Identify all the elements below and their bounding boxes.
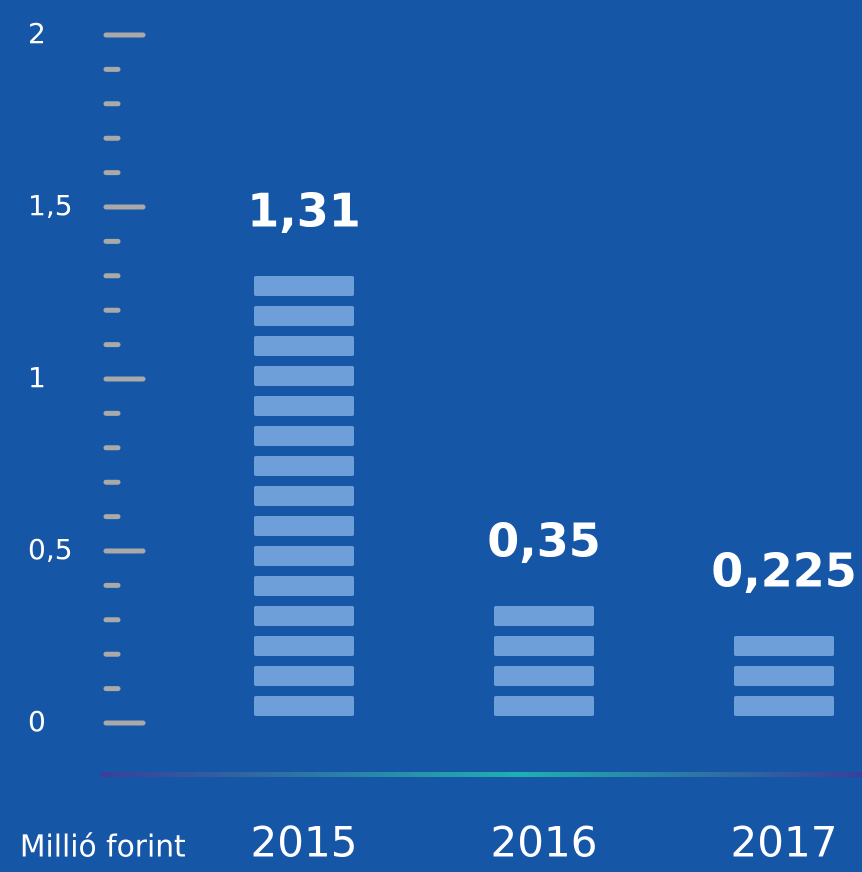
value-label: 0,35 [487,514,601,568]
y-tick-label: 0 [28,705,46,738]
bar-segment [494,606,594,626]
bar-segment [254,366,354,386]
bar-segment [734,696,834,716]
x-tick-label: 2016 [491,818,598,867]
baseline [100,772,862,777]
x-tick-label: 2015 [251,818,358,867]
bar-segment [734,666,834,686]
bar-segment [254,486,354,506]
y-tick-label: 1,5 [28,189,73,222]
bar-segment [254,276,354,296]
bar [734,636,834,716]
bar-segment [254,456,354,476]
bar [254,276,354,716]
y-tick-label: 2 [28,17,46,50]
bar-segment [494,696,594,716]
value-label: 0,225 [711,544,857,598]
y-axis-label: Millió forint [20,829,186,864]
bar-segment [734,636,834,656]
x-tick-label: 2017 [731,818,838,867]
bar-segment [254,516,354,536]
bar-segment [254,606,354,626]
bar [494,606,594,716]
bar-segment [494,666,594,686]
bar-segment [254,336,354,356]
bar-segment [254,396,354,416]
bar-segment [254,576,354,596]
value-label: 1,31 [247,184,361,238]
y-tick-label: 0,5 [28,533,73,566]
y-tick-label: 1 [28,361,46,394]
bar-segment [254,666,354,686]
bar-segment [254,306,354,326]
bar-segment [254,636,354,656]
bar-segment [494,636,594,656]
bar-segment [254,426,354,446]
bar-segment [254,546,354,566]
bar-segment [254,696,354,716]
